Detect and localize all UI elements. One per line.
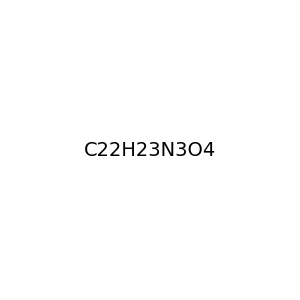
Text: C22H23N3O4: C22H23N3O4: [84, 140, 216, 160]
